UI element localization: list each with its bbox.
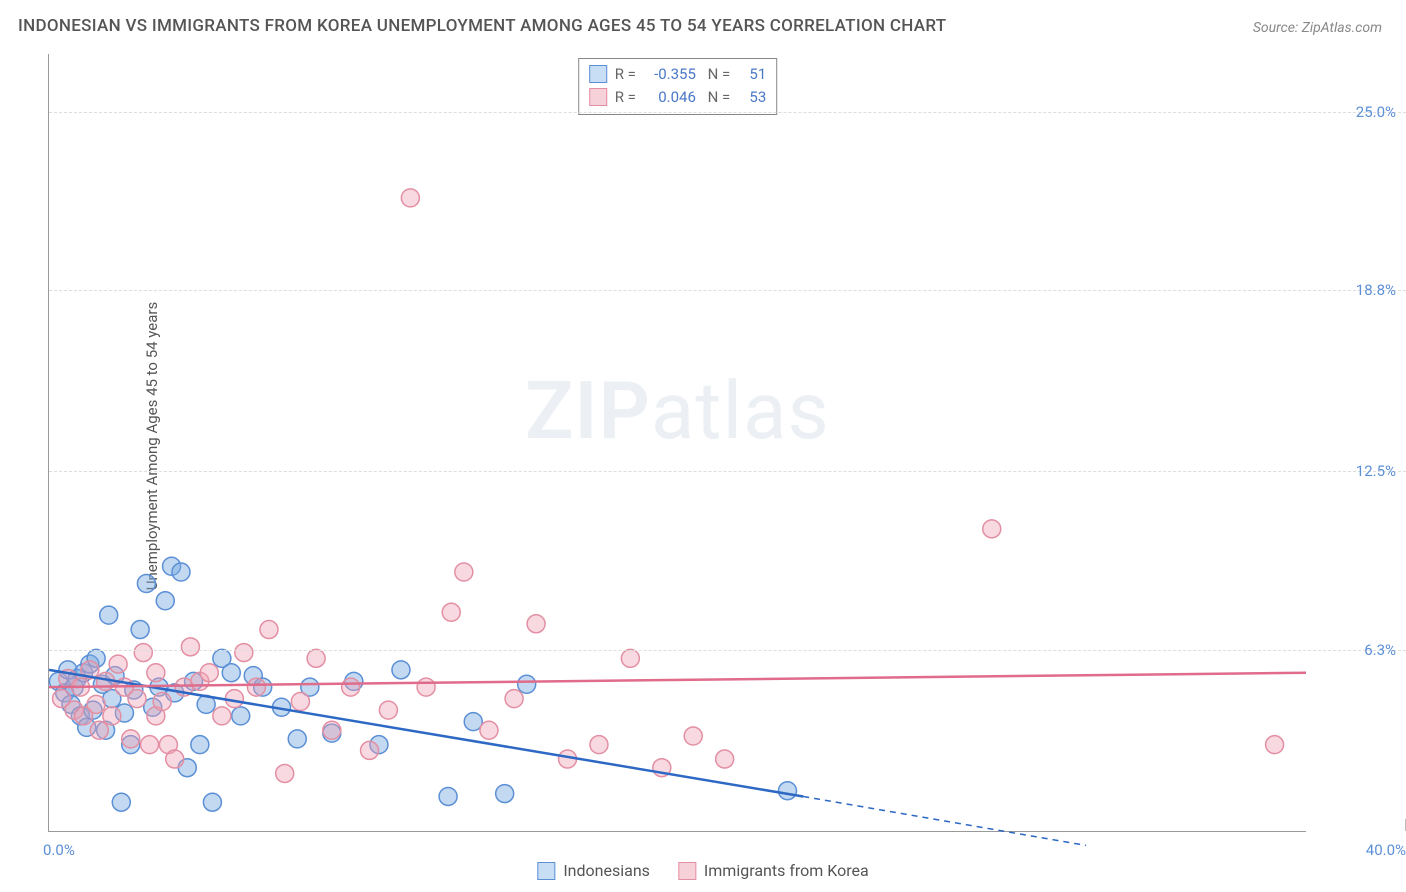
gridline: [49, 290, 1406, 291]
r-label: R =: [615, 86, 636, 109]
chart-title: INDONESIAN VS IMMIGRANTS FROM KOREA UNEM…: [18, 16, 946, 36]
plot-svg: [49, 54, 1306, 831]
r-value: 0.046: [644, 86, 696, 109]
data-point: [590, 736, 608, 754]
data-point: [307, 649, 325, 667]
data-point: [181, 638, 199, 656]
legend-swatch: [678, 862, 696, 880]
data-point: [260, 621, 278, 639]
data-point: [778, 782, 796, 800]
data-point: [518, 675, 536, 693]
source-attribution: Source: ZipAtlas.com: [1253, 20, 1382, 36]
data-point: [716, 750, 734, 768]
data-point: [684, 727, 702, 745]
data-point: [392, 661, 410, 679]
data-point: [222, 664, 240, 682]
data-point: [191, 736, 209, 754]
y-tick-label: 25.0%: [1356, 103, 1396, 121]
legend-swatch: [537, 862, 555, 880]
data-point: [323, 721, 341, 739]
y-tick-label: 18.8%: [1356, 281, 1396, 299]
data-point: [276, 764, 294, 782]
n-label: N =: [704, 63, 730, 86]
data-point: [379, 701, 397, 719]
data-point: [153, 693, 171, 711]
data-point: [288, 730, 306, 748]
data-point: [621, 649, 639, 667]
data-point: [417, 678, 435, 696]
data-point: [505, 690, 523, 708]
data-point: [496, 785, 514, 803]
data-point: [361, 741, 379, 759]
data-point: [128, 690, 146, 708]
n-value: 53: [738, 86, 766, 109]
r-label: R =: [615, 63, 636, 86]
legend-item: Indonesians: [537, 861, 650, 880]
legend-label: Indonesians: [563, 861, 650, 880]
gridline: [49, 650, 1406, 651]
correlation-row: R = 0.046 N = 53: [589, 86, 767, 109]
legend-swatch: [589, 88, 607, 106]
bottom-legend: Indonesians Immigrants from Korea: [537, 861, 868, 880]
y-tick-label: 6.3%: [1364, 641, 1396, 659]
data-point: [109, 655, 127, 673]
x-tick-label: 0.0%: [43, 841, 75, 859]
data-point: [455, 563, 473, 581]
data-point: [1266, 736, 1284, 754]
data-point: [401, 189, 419, 207]
n-value: 51: [738, 63, 766, 86]
data-point: [147, 664, 165, 682]
r-value: -0.355: [644, 63, 696, 86]
n-label: N =: [704, 86, 730, 109]
data-point: [134, 644, 152, 662]
legend-label: Immigrants from Korea: [704, 861, 869, 880]
data-point: [203, 793, 221, 811]
data-point: [100, 606, 118, 624]
x-tick-label: 40.0%: [1366, 841, 1406, 859]
plot-area: ZIPatlas R = -0.355 N = 51 R = 0.046 N =…: [48, 54, 1306, 832]
data-point: [141, 736, 159, 754]
data-point: [122, 730, 140, 748]
data-point: [131, 621, 149, 639]
data-point: [247, 678, 265, 696]
data-point: [156, 592, 174, 610]
data-point: [480, 721, 498, 739]
data-point: [213, 707, 231, 725]
data-point: [200, 664, 218, 682]
correlation-row: R = -0.355 N = 51: [589, 63, 767, 86]
gridline: [49, 471, 1406, 472]
correlation-box: R = -0.355 N = 51 R = 0.046 N = 53: [578, 58, 778, 115]
data-point: [166, 750, 184, 768]
data-point: [527, 615, 545, 633]
data-point: [291, 693, 309, 711]
data-point: [87, 695, 105, 713]
y-tick-label: 12.5%: [1356, 462, 1396, 480]
chart-container: INDONESIAN VS IMMIGRANTS FROM KOREA UNEM…: [0, 0, 1406, 892]
trend-line-extrapolated: [803, 796, 1086, 845]
data-point: [439, 787, 457, 805]
legend-item: Immigrants from Korea: [678, 861, 869, 880]
gridline: [49, 112, 1406, 113]
data-point: [232, 707, 250, 725]
data-point: [172, 563, 190, 581]
data-point: [103, 707, 121, 725]
data-point: [983, 520, 1001, 538]
data-point: [442, 603, 460, 621]
data-point: [112, 793, 130, 811]
data-point: [90, 721, 108, 739]
data-point: [342, 678, 360, 696]
data-point: [225, 690, 243, 708]
legend-swatch: [589, 65, 607, 83]
data-point: [137, 575, 155, 593]
data-point: [235, 644, 253, 662]
